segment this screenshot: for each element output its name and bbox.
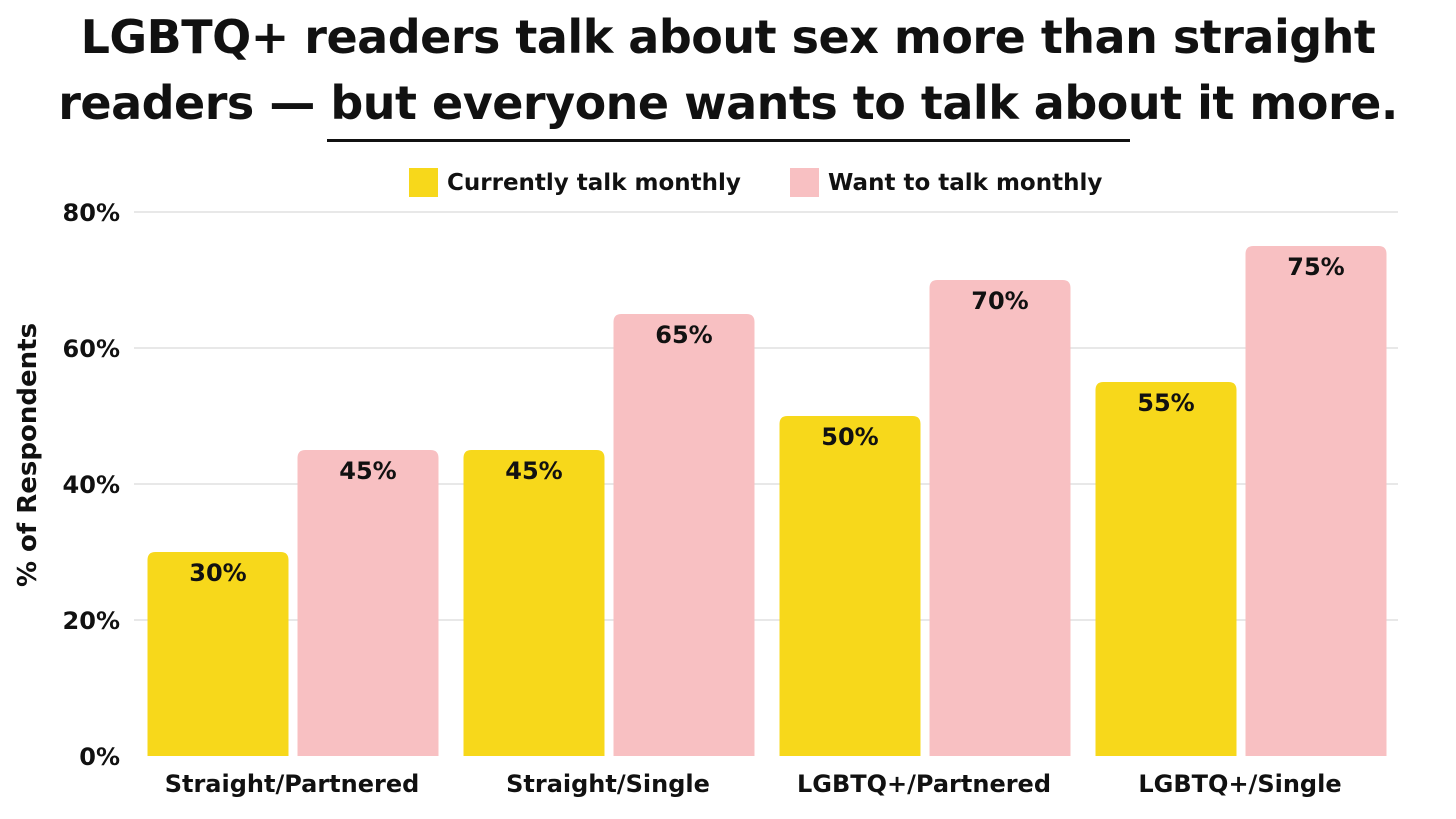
legend-label: Currently talk monthly (447, 170, 741, 196)
bar (147, 552, 289, 756)
bar-data-label: 55% (1137, 389, 1194, 417)
bar (929, 280, 1071, 756)
y-axis-title: % of Respondents (13, 323, 43, 587)
bar-data-label: 65% (655, 321, 712, 349)
x-tick-label: Straight/Single (506, 770, 710, 798)
legend-swatch (790, 168, 819, 197)
bar-data-label: 75% (1287, 253, 1344, 281)
bar-data-label: 50% (821, 423, 878, 451)
chart-title-line-2: readers — but everyone wants to talk abo… (58, 76, 1398, 130)
bar-data-label: 70% (971, 287, 1028, 315)
x-tick-label: LGBTQ+/Single (1138, 770, 1341, 798)
x-tick-label: Straight/Partnered (165, 770, 420, 798)
bar (779, 416, 921, 756)
bar (463, 450, 605, 756)
y-tick-label: 20% (63, 607, 120, 635)
y-tick-label: 80% (63, 199, 120, 227)
bar-data-label: 45% (505, 457, 562, 485)
bar (613, 314, 755, 756)
bar (1245, 246, 1387, 756)
y-tick-label: 0% (79, 743, 120, 771)
bar (1095, 382, 1237, 756)
chart-title-line-1: LGBTQ+ readers talk about sex more than … (80, 10, 1376, 64)
y-tick-label: 40% (63, 471, 120, 499)
x-tick-label: LGBTQ+/Partnered (797, 770, 1051, 798)
bar-data-label: 45% (339, 457, 396, 485)
y-tick-label: 60% (63, 335, 120, 363)
legend-label: Want to talk monthly (828, 170, 1102, 196)
title-underline (327, 139, 1130, 142)
legend-swatch (409, 168, 438, 197)
bar (297, 450, 439, 756)
bar-data-label: 30% (189, 559, 246, 587)
